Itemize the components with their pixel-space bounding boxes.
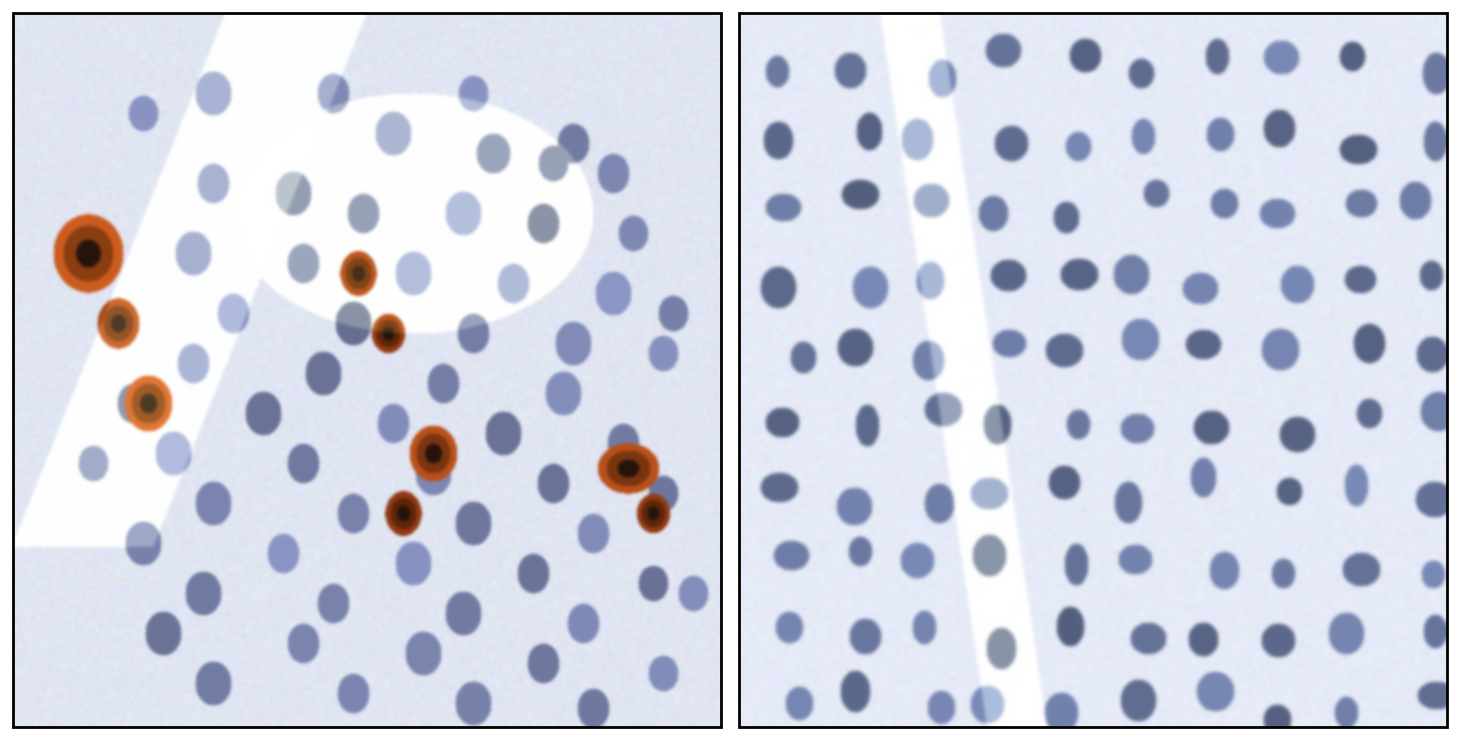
- Bar: [13, 13, 721, 727]
- Bar: [739, 13, 1447, 727]
